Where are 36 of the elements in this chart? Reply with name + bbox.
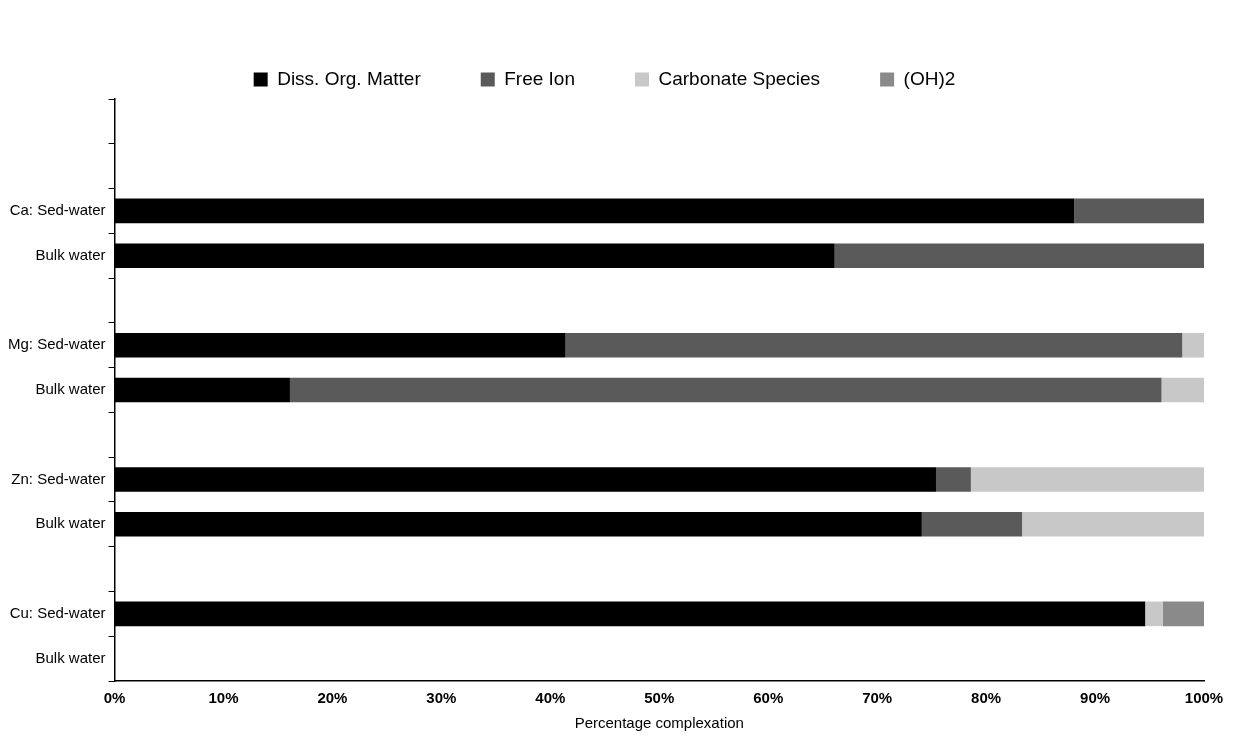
- y-tick-label: Bulk water: [35, 648, 106, 666]
- x-tick-label: 90%: [1080, 689, 1111, 707]
- x-tick-label: 80%: [971, 689, 1002, 707]
- y-tick-label: Bulk water: [35, 514, 106, 532]
- y-tick-label: Mg: Sed-water: [7, 335, 106, 353]
- x-tick-label: 10%: [208, 689, 239, 707]
- bar: [1182, 332, 1204, 358]
- y-tick-label: Ca: Sed-water: [9, 201, 106, 219]
- y-tick-label: Cu: Sed-water: [9, 603, 106, 621]
- bar: [921, 512, 1023, 537]
- legend-label: Diss. Org. Matter: [277, 67, 422, 89]
- legend-label: (OH)2: [903, 67, 956, 89]
- bar: [1145, 601, 1163, 627]
- y-tick-label: Zn: Sed-water: [11, 469, 106, 487]
- bar: [1074, 198, 1204, 224]
- bar: [1022, 512, 1204, 537]
- bar: [935, 467, 971, 492]
- bar: [834, 243, 1204, 268]
- x-tick-label: 0%: [103, 689, 126, 707]
- bar: [1162, 601, 1204, 627]
- x-tick-label: 30%: [426, 689, 457, 707]
- x-tick-label: 70%: [862, 689, 893, 707]
- y-tick-label: Bulk water: [35, 380, 106, 398]
- x-tick-label: 60%: [753, 689, 784, 707]
- x-tick-label: 100%: [1184, 689, 1224, 707]
- legend-label: Free Ion: [504, 67, 576, 89]
- bar: [970, 467, 1204, 492]
- bar: [565, 332, 1183, 358]
- bar: [289, 377, 1162, 403]
- legend-label: Carbonate Species: [658, 67, 821, 89]
- x-tick-label: 20%: [317, 689, 348, 707]
- y-tick-label: Bulk water: [35, 245, 106, 263]
- x-tick-label: 50%: [644, 689, 675, 707]
- x-axis-title: Percentage complexation: [574, 714, 744, 732]
- x-tick-label: 40%: [535, 689, 566, 707]
- bar: [1161, 377, 1204, 403]
